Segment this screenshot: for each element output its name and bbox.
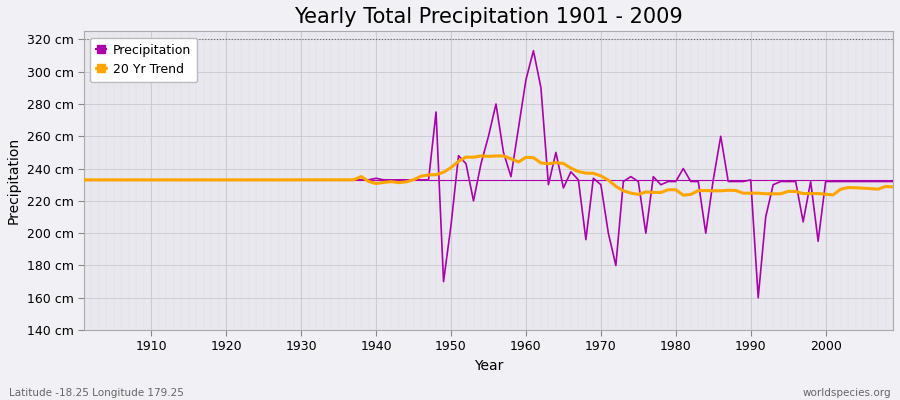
Y-axis label: Precipitation: Precipitation [7, 137, 21, 224]
X-axis label: Year: Year [473, 359, 503, 373]
Text: worldspecies.org: worldspecies.org [803, 388, 891, 398]
Legend: Precipitation, 20 Yr Trend: Precipitation, 20 Yr Trend [90, 38, 197, 82]
Title: Yearly Total Precipitation 1901 - 2009: Yearly Total Precipitation 1901 - 2009 [294, 7, 683, 27]
Text: Latitude -18.25 Longitude 179.25: Latitude -18.25 Longitude 179.25 [9, 388, 184, 398]
